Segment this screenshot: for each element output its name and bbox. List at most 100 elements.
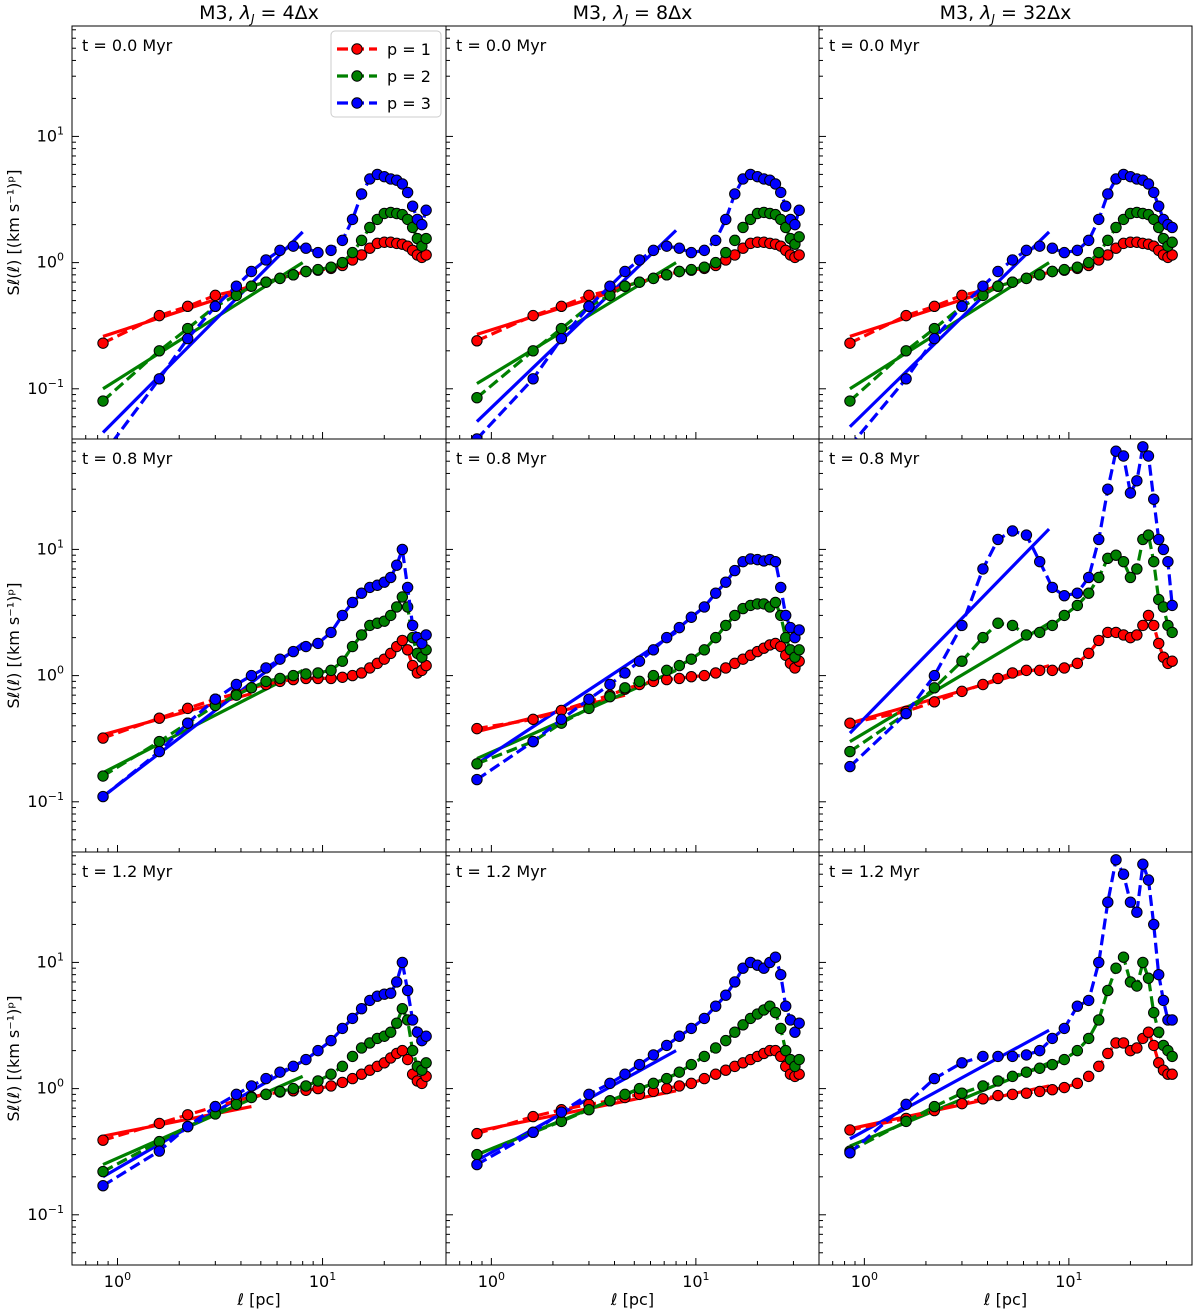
time-label: t = 1.2 Myr xyxy=(82,862,173,881)
data-point-p2 xyxy=(729,609,741,622)
ticks xyxy=(71,29,421,439)
data-point-p2 xyxy=(1166,626,1178,639)
data-point-p3 xyxy=(647,244,660,257)
data-point-p2 xyxy=(391,601,403,613)
data-point-p1 xyxy=(336,671,349,683)
data-point-p1 xyxy=(928,696,941,708)
data-point-p3 xyxy=(555,713,568,726)
data-point-p3 xyxy=(230,280,243,292)
data-point-p2 xyxy=(844,745,856,758)
data-point-p2 xyxy=(673,659,686,672)
data-point-p3 xyxy=(1124,896,1137,908)
data-point-p2 xyxy=(230,689,243,701)
data-point-p3 xyxy=(260,254,272,266)
data-point-p3 xyxy=(729,976,741,988)
data-point-p3 xyxy=(401,984,414,997)
data-point-p3 xyxy=(769,555,782,568)
data-point-p1 xyxy=(401,644,414,656)
data-point-p2 xyxy=(673,265,686,278)
ticks xyxy=(818,442,1167,852)
data-point-p2 xyxy=(391,1017,403,1029)
data-point-p2 xyxy=(1102,984,1114,997)
data-point-p3 xyxy=(780,1000,792,1012)
data-point-p3 xyxy=(1071,587,1084,599)
data-point-p2 xyxy=(928,1100,941,1113)
data-point-p3 xyxy=(325,1034,337,1047)
data-point-p3 xyxy=(604,280,616,292)
panel-r1-c1: t = 0.0 Myr 10−1 100 101 xyxy=(27,25,447,440)
data-point-p3 xyxy=(420,1030,432,1042)
data-point-p3 xyxy=(1137,441,1149,453)
data-point-p2 xyxy=(900,345,912,357)
data-point-p2 xyxy=(245,280,258,292)
data-point-p3 xyxy=(1148,918,1160,931)
data-point-p3 xyxy=(420,629,432,641)
x-axis-label: ℓ [pc] xyxy=(983,1290,1027,1309)
data-point-p3 xyxy=(633,1058,646,1071)
data-point-p1 xyxy=(1137,619,1149,632)
data-point-p1 xyxy=(928,300,941,313)
y-tick-label: 101 xyxy=(37,537,64,558)
data-point-p3 xyxy=(1137,858,1149,870)
x-tick-label: 100 xyxy=(104,1270,131,1291)
data-point-p2 xyxy=(928,682,941,694)
data-point-p3 xyxy=(346,596,359,609)
data-point-p3 xyxy=(673,621,686,634)
data-point-p2 xyxy=(992,280,1004,292)
data-point-p2 xyxy=(956,1087,968,1099)
time-label: t = 0.0 Myr xyxy=(829,36,920,55)
data-point-p3 xyxy=(992,265,1004,278)
data-point-p1 xyxy=(153,712,166,724)
legend-label: p = 1 xyxy=(387,40,431,59)
data-point-p3 xyxy=(406,1014,419,1026)
data-point-p2 xyxy=(396,1002,409,1015)
data-point-p1 xyxy=(1058,662,1071,674)
data-point-p3 xyxy=(698,1012,711,1025)
data-point-p2 xyxy=(1020,629,1033,641)
data-point-p3 xyxy=(274,244,286,257)
data-point-p1 xyxy=(709,667,722,679)
data-point-p3 xyxy=(230,678,243,691)
data-point-p3 xyxy=(401,581,414,594)
data-point-p3 xyxy=(555,332,568,345)
data-point-p1 xyxy=(956,685,968,698)
data-point-p3 xyxy=(1117,450,1130,462)
data-point-p3 xyxy=(1020,244,1033,257)
data-point-p3 xyxy=(660,631,673,644)
data-point-p2 xyxy=(619,280,631,292)
x-tick-label: 101 xyxy=(682,1270,709,1291)
time-label: t = 0.8 Myr xyxy=(456,449,547,468)
data-point-p2 xyxy=(780,1044,792,1057)
data-point-p1 xyxy=(1166,1068,1178,1080)
data-point-p3 xyxy=(1166,221,1178,234)
data-point-p3 xyxy=(406,200,419,212)
data-point-p2 xyxy=(1020,272,1033,285)
data-point-p1 xyxy=(1131,629,1143,641)
data-point-p2 xyxy=(709,256,722,269)
data-point-p3 xyxy=(844,760,856,773)
panel-r2-c1: t = 0.8 Myr 10−1 100 101 xyxy=(27,438,447,853)
fit-line-p1 xyxy=(102,286,252,338)
data-point-p3 xyxy=(775,968,787,981)
data-point-p2 xyxy=(633,675,646,688)
data-point-p3 xyxy=(698,601,711,613)
data-point-p2 xyxy=(1071,261,1084,273)
column-titles: M3, λJ = 4Δx M3, λJ = 8Δx M3, λJ = 32Δx xyxy=(199,2,1071,26)
data-point-p1 xyxy=(97,1134,109,1146)
data-point-p2 xyxy=(1006,619,1019,632)
data-point-p3 xyxy=(720,213,732,226)
panel-r3-c1: t = 1.2 Myr 10−1 100 101 100 101 xyxy=(27,851,447,1291)
data-point-p3 xyxy=(685,1022,698,1035)
data-point-p2 xyxy=(673,1066,686,1078)
data-point-p2 xyxy=(336,256,349,269)
fit-line-p1 xyxy=(476,286,626,336)
data-point-p2 xyxy=(1110,962,1122,974)
data-point-p3 xyxy=(698,244,711,257)
data-point-p3 xyxy=(391,976,403,988)
legend-label: p = 2 xyxy=(387,67,431,86)
data-point-p2 xyxy=(900,1115,912,1128)
data-point-p2 xyxy=(1033,626,1046,639)
y-tick-label: 101 xyxy=(37,950,64,971)
data-point-p1 xyxy=(325,1080,337,1092)
